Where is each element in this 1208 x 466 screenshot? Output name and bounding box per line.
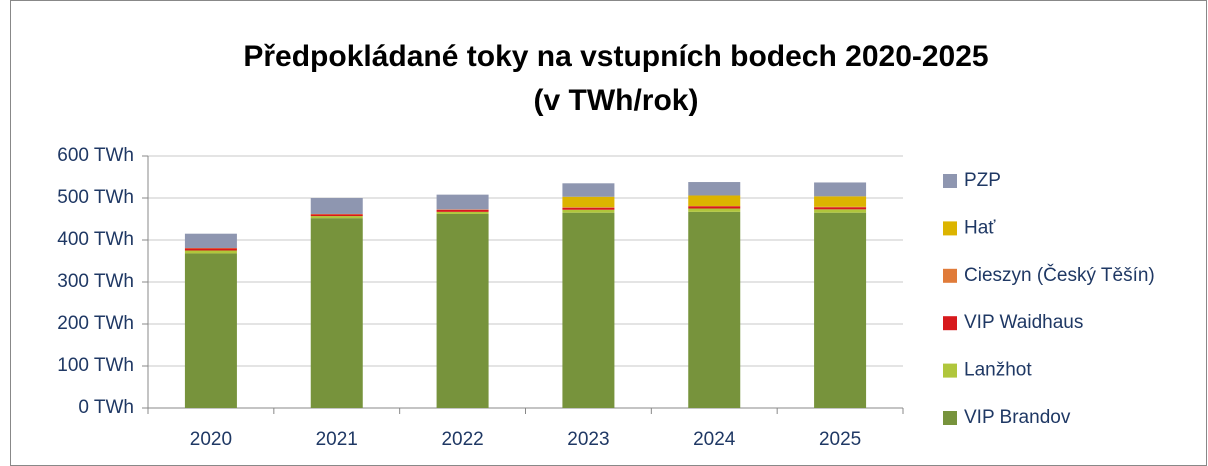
y-tick-label: 400 TWh bbox=[57, 229, 134, 250]
legend-swatch bbox=[943, 268, 957, 283]
bar-segment bbox=[562, 183, 615, 197]
bar-segment bbox=[184, 233, 237, 248]
bar-segment bbox=[688, 208, 741, 212]
bar-segment bbox=[688, 206, 741, 209]
bar-segment bbox=[814, 209, 867, 213]
bar-segment bbox=[562, 196, 615, 208]
y-tick-label: 100 TWh bbox=[57, 355, 134, 376]
bar-segment bbox=[436, 211, 489, 214]
legend-swatch bbox=[943, 411, 957, 425]
x-tick-label: 2022 bbox=[441, 429, 483, 450]
x-tick-label: 2023 bbox=[567, 429, 609, 450]
bar-segment bbox=[562, 207, 615, 210]
y-tick-label: 500 TWh bbox=[57, 187, 134, 208]
chart-subtitle: (v TWh/rok) bbox=[534, 84, 699, 117]
legend-label: VIP Brandov bbox=[964, 407, 1071, 428]
bar-segment bbox=[310, 216, 363, 219]
x-tick-label: 2024 bbox=[693, 429, 736, 450]
bar-segment bbox=[562, 209, 615, 213]
bar-segment bbox=[184, 248, 237, 251]
chart-title: Předpokládané toky na vstupních bodech 2… bbox=[243, 40, 988, 73]
bar-segment bbox=[436, 194, 489, 210]
bar-segment bbox=[184, 250, 237, 254]
bar-segment bbox=[688, 182, 741, 196]
bar-segment bbox=[436, 213, 489, 408]
x-tick-label: 2025 bbox=[819, 429, 861, 450]
legend-label: PZP bbox=[964, 170, 1001, 191]
legend-swatch bbox=[943, 221, 957, 236]
bar-segment bbox=[562, 212, 615, 408]
bar-segment bbox=[814, 212, 867, 408]
legend-label: Hať bbox=[964, 217, 996, 238]
legend-swatch bbox=[943, 174, 957, 188]
bar-segment bbox=[814, 182, 867, 197]
bar-segment bbox=[436, 209, 489, 212]
legend-label: VIP Waidhaus bbox=[964, 312, 1083, 333]
bar-segment bbox=[310, 214, 363, 217]
legend-label: Lanžhot bbox=[964, 360, 1032, 381]
bar-segment bbox=[814, 196, 867, 207]
y-tick-label: 0 TWh bbox=[78, 397, 134, 418]
bar-segment bbox=[688, 211, 741, 408]
legend-swatch bbox=[943, 363, 957, 378]
bar-segment bbox=[814, 207, 867, 210]
x-tick-label: 2021 bbox=[316, 429, 358, 450]
y-tick-label: 600 TWh bbox=[57, 145, 134, 166]
y-tick-label: 300 TWh bbox=[57, 271, 134, 292]
legend-swatch bbox=[943, 316, 957, 331]
bar-segment bbox=[310, 198, 363, 214]
legend-label: Cieszyn (Český Těšín) bbox=[964, 264, 1155, 286]
bar-segment bbox=[184, 253, 237, 408]
bar-segment bbox=[310, 218, 363, 408]
bar-segment bbox=[688, 195, 741, 206]
x-tick-label: 2020 bbox=[190, 429, 232, 450]
y-tick-label: 200 TWh bbox=[57, 313, 134, 334]
